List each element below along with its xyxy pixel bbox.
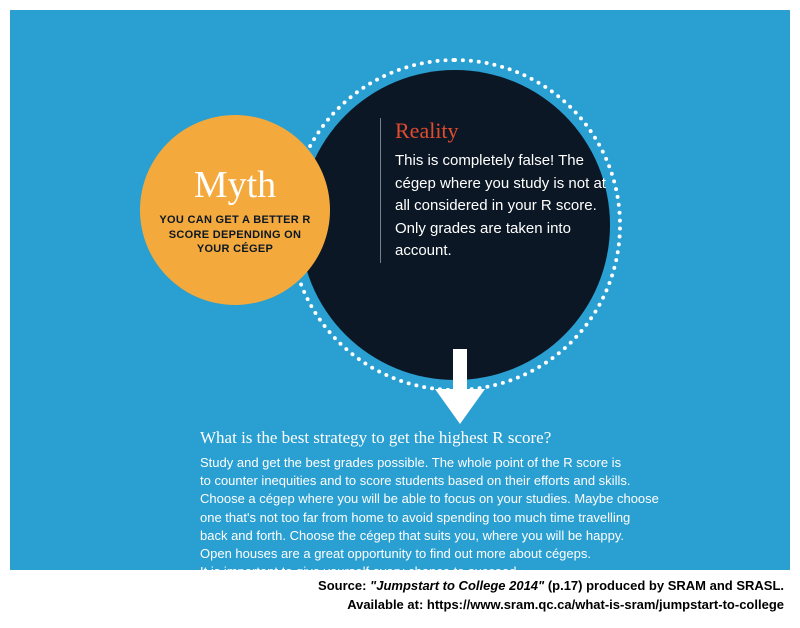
strategy-block: What is the best strategy to get the hig… — [200, 428, 760, 570]
source-citation: Source: "Jumpstart to College 2014" (p.1… — [10, 577, 790, 615]
myth-body: YOU CAN GET A BETTER R SCORE DEPENDING O… — [158, 213, 312, 258]
arrow-down-icon — [435, 349, 485, 424]
strategy-body: Study and get the best grades possible. … — [200, 454, 760, 570]
infographic-panel: Myth YOU CAN GET A BETTER R SCORE DEPEND… — [10, 10, 790, 570]
source-suffix: (p.17) produced by SRAM and SRASL. — [544, 578, 784, 593]
source-title: "Jumpstart to College 2014" — [370, 578, 544, 593]
reality-block: Reality This is completely false! The cé… — [380, 118, 610, 263]
source-prefix: Source: — [318, 578, 370, 593]
reality-body: This is completely false! The cégep wher… — [395, 150, 610, 263]
source-url: Available at: https://www.sram.qc.ca/wha… — [10, 596, 784, 615]
myth-title: Myth — [194, 163, 276, 207]
reality-title: Reality — [395, 118, 610, 144]
myth-circle: Myth YOU CAN GET A BETTER R SCORE DEPEND… — [140, 115, 330, 305]
strategy-title: What is the best strategy to get the hig… — [200, 428, 760, 448]
